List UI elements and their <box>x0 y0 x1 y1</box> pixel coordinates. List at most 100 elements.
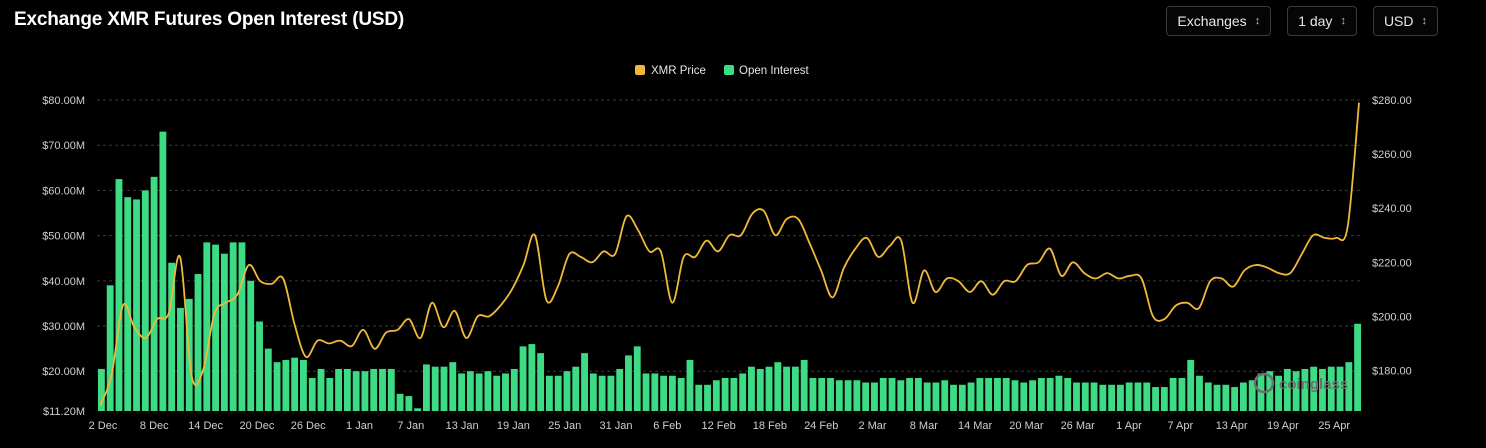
oi-bar <box>475 373 483 411</box>
oi-bar <box>572 366 580 411</box>
oi-bar <box>1310 366 1318 411</box>
legend-label-price: XMR Price <box>651 65 706 77</box>
oi-bar <box>510 368 518 411</box>
currency-select-label: USD <box>1383 13 1414 29</box>
interval-select-label: 1 day <box>1298 13 1333 29</box>
oi-bar <box>379 368 386 411</box>
oi-bar <box>563 371 571 411</box>
x-tick-label: 7 Apr <box>1167 420 1193 432</box>
oi-bar <box>985 378 993 411</box>
oi-bar <box>800 359 808 411</box>
x-tick-label: 25 Apr <box>1318 420 1350 432</box>
oi-bar <box>361 371 369 411</box>
oi-bar <box>141 190 149 411</box>
oi-bar <box>247 280 255 411</box>
oi-bar <box>1354 323 1362 411</box>
oi-bar <box>1029 380 1036 411</box>
oi-bar <box>238 242 246 411</box>
legend-swatch-open-interest <box>724 65 734 75</box>
oi-bar <box>220 253 228 411</box>
x-tick-label: 1 Jan <box>346 420 373 432</box>
oi-bar <box>835 380 843 411</box>
legend-label-open-interest: Open Interest <box>739 65 809 77</box>
oi-bar <box>1011 380 1019 411</box>
oi-bar <box>739 373 747 411</box>
oi-bar <box>133 199 140 411</box>
oi-bar <box>1204 382 1212 411</box>
oi-bar <box>765 366 773 411</box>
y-left-tick-label: $30.00M <box>42 321 85 333</box>
oi-bar <box>914 378 922 411</box>
x-tick-label: 26 Dec <box>291 420 326 432</box>
oi-bar <box>343 368 351 411</box>
oi-bar <box>229 242 237 411</box>
x-tick-label: 13 Jan <box>446 420 479 432</box>
oi-bar <box>607 375 615 411</box>
oi-bar <box>1090 382 1098 411</box>
y-left-tick-label: $50.00M <box>42 231 85 243</box>
oi-bar <box>818 378 826 411</box>
oi-bar <box>712 380 720 411</box>
oi-bar <box>1099 384 1107 411</box>
oi-bar <box>545 375 553 411</box>
oi-bar <box>932 382 940 411</box>
oi-bar <box>1283 368 1291 411</box>
oi-bar <box>106 285 114 411</box>
oi-bar <box>1064 378 1072 411</box>
oi-bar <box>317 368 325 411</box>
y-right-tick-label: $260.00 <box>1372 149 1412 161</box>
oi-bar <box>1327 366 1335 411</box>
oi-bar <box>1116 384 1124 411</box>
oi-bar <box>124 197 132 411</box>
oi-bar <box>625 355 632 411</box>
oi-bar <box>756 368 764 411</box>
legend-swatch-price <box>635 65 645 75</box>
y-left-tick-label: $11.20M <box>43 406 85 418</box>
oi-bar <box>695 384 703 411</box>
x-tick-label: 2 Mar <box>858 420 886 432</box>
oi-bar <box>97 368 105 411</box>
x-tick-label: 24 Feb <box>804 420 838 432</box>
interval-select[interactable]: 1 day ↕ <box>1287 6 1357 36</box>
oi-bar <box>1046 378 1054 411</box>
chevron-up-down-icon: ↕ <box>1340 14 1346 27</box>
oi-bar <box>660 375 668 411</box>
x-tick-label: 8 Mar <box>910 420 938 432</box>
x-tick-label: 2 Dec <box>89 420 118 432</box>
y-left-tick-label: $20.00M <box>42 366 85 378</box>
exchanges-select[interactable]: Exchanges ↕ <box>1166 6 1272 36</box>
chevron-up-down-icon: ↕ <box>1254 14 1261 27</box>
oi-bar <box>493 375 501 411</box>
oi-bar <box>1319 368 1326 411</box>
currency-select[interactable]: USD ↕ <box>1372 6 1438 36</box>
oi-bar <box>1301 368 1309 411</box>
oi-bar <box>537 353 545 411</box>
oi-bar <box>308 378 316 411</box>
oi-bar <box>1275 375 1282 411</box>
oi-bar <box>554 375 562 411</box>
oi-bar <box>704 384 711 411</box>
chart-title: Exchange XMR Futures Open Interest (USD) <box>14 9 405 30</box>
oi-bar <box>264 348 272 411</box>
oi-bar <box>642 373 650 411</box>
oi-bar <box>150 176 158 411</box>
oi-bar <box>1248 380 1256 411</box>
oi-bar <box>958 384 966 411</box>
x-tick-label: 20 Mar <box>1009 420 1044 432</box>
y-right-tick-label: $180.00 <box>1372 365 1412 377</box>
oi-bar <box>879 378 887 411</box>
oi-bar <box>387 368 395 411</box>
oi-bar <box>431 366 439 411</box>
oi-bar <box>414 408 422 411</box>
x-tick-label: 14 Mar <box>958 420 993 432</box>
oi-bar <box>976 378 984 411</box>
y-right-tick-label: $200.00 <box>1372 311 1412 323</box>
oi-bar <box>809 378 817 411</box>
oi-bar <box>633 346 641 411</box>
exchanges-select-label: Exchanges <box>1177 13 1247 29</box>
coinglass-logo-icon <box>1253 372 1275 394</box>
oi-bar <box>300 359 307 411</box>
oi-bar <box>677 378 685 411</box>
oi-bar <box>994 378 1001 411</box>
